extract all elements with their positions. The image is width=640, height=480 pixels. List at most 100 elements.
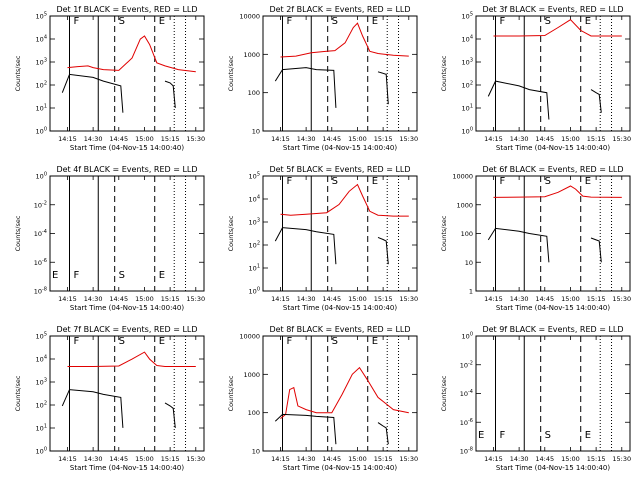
marker-label-f: F [287, 16, 293, 27]
series-events-line [274, 67, 337, 108]
plot-frame [49, 335, 205, 452]
y-tick-label: 100 [461, 230, 473, 238]
x-tick-label: 15:15 [161, 135, 180, 143]
panel-title: Det 8f BLACK = Events, RED = LLD [269, 325, 410, 334]
plot-frame [262, 175, 418, 292]
x-tick-label: 15:30 [612, 295, 631, 303]
x-tick-label: 14:45 [322, 135, 341, 143]
panel-det-7f: Det 7f BLACK = Events, RED = LLD Counts/s… [14, 325, 205, 472]
marker-label-e: E [585, 16, 591, 27]
series-events-line [487, 80, 550, 120]
y-tick-label: 10000 [239, 13, 260, 21]
panel-det-4f: Det 4f BLACK = Events, RED = LLD Counts/s… [14, 165, 205, 312]
panel-title: Det 5f BLACK = Events, RED = LLD [269, 165, 410, 174]
marker-label-s: S [545, 176, 551, 187]
series-events-line [164, 402, 176, 428]
marker-label-s: S [332, 176, 338, 187]
plot-frame [475, 15, 631, 132]
y-axis-label: Counts/sec [227, 375, 235, 411]
x-tick-label: 15:00 [135, 295, 154, 303]
panel-title: Det 9f BLACK = Events, RED = LLD [482, 325, 623, 334]
series-events-line [590, 237, 602, 263]
y-tick-label: 100 [36, 127, 47, 136]
x-tick-label: 14:30 [84, 135, 103, 143]
y-tick-label: 104 [462, 35, 473, 44]
x-tick-label: 15:30 [186, 295, 205, 303]
marker-label-s: S [119, 336, 125, 347]
marker-label-s: S [545, 430, 551, 441]
y-axis-label: Counts/sec [227, 55, 235, 91]
series-events-line [377, 236, 389, 265]
y-tick-label: 100 [462, 127, 473, 136]
panel-title: Det 3f BLACK = Events, RED = LLD [482, 5, 623, 14]
y-tick-label: 102 [249, 241, 260, 250]
marker-label-s: S [332, 336, 338, 347]
panel-title: Det 2f BLACK = Events, RED = LLD [269, 5, 410, 14]
x-axis-label: Start Time (04-Nov-15 14:00:40) [70, 144, 184, 152]
y-tick-label: 10-2 [34, 200, 47, 209]
panel-det-1f: Det 1f BLACK = Events, RED = LLD Counts/s… [14, 5, 205, 152]
y-tick-label: 1000 [243, 51, 260, 59]
x-axis-label: Start Time (04-Nov-15 14:00:40) [496, 144, 610, 152]
panel-det-5f: Det 5f BLACK = Events, RED = LLD Counts/s… [227, 165, 418, 312]
y-tick-label: 10-2 [460, 360, 473, 369]
y-tick-label: 100 [36, 447, 47, 456]
y-tick-label: 10 [252, 448, 260, 456]
panel-det-3f: Det 3f BLACK = Events, RED = LLD Counts/s… [440, 5, 631, 152]
x-tick-label: 14:45 [109, 295, 128, 303]
y-tick-label: 10 [465, 259, 473, 267]
y-tick-label: 10-4 [34, 229, 47, 238]
x-tick-label: 14:30 [84, 295, 103, 303]
x-tick-label: 14:30 [510, 135, 529, 143]
y-tick-label: 100 [249, 287, 260, 296]
y-tick-label: 10000 [452, 173, 473, 181]
series-events-line [377, 422, 389, 445]
x-tick-label: 15:15 [374, 295, 393, 303]
x-tick-label: 15:30 [612, 455, 631, 463]
x-tick-label: 14:45 [535, 455, 554, 463]
x-tick-label: 15:00 [135, 455, 154, 463]
x-tick-label: 15:00 [348, 135, 367, 143]
x-tick-label: 15:00 [561, 295, 580, 303]
y-tick-label: 100 [36, 172, 47, 181]
panel-title: Det 6f BLACK = Events, RED = LLD [482, 165, 623, 174]
y-tick-label: 10-6 [460, 418, 473, 427]
plot-frame [475, 175, 631, 292]
marker-label-f: F [287, 336, 293, 347]
y-axis-label: Counts/sec [440, 215, 448, 251]
series-events-line [164, 80, 176, 108]
panel-det-8f: Det 8f BLACK = Events, RED = LLD Counts/s… [227, 325, 418, 472]
panel-det-9f: Det 9f BLACK = Events, RED = LLD Counts/s… [440, 325, 631, 472]
y-axis-label: Counts/sec [14, 375, 22, 411]
x-tick-label: 14:15 [58, 455, 77, 463]
x-tick-label: 14:30 [297, 295, 316, 303]
y-tick-label: 103 [36, 58, 47, 67]
marker-label-f: F [287, 176, 293, 187]
x-tick-label: 14:15 [271, 455, 290, 463]
y-tick-label: 100 [462, 332, 473, 341]
y-axis-label: Counts/sec [440, 375, 448, 411]
y-tick-label: 105 [36, 12, 47, 21]
plot-frame [262, 335, 418, 452]
x-tick-label: 14:45 [109, 135, 128, 143]
marker-label-e: E [372, 176, 378, 187]
marker-label-f: F [500, 430, 506, 441]
marker-label-e: E [585, 430, 591, 441]
x-tick-label: 14:45 [109, 455, 128, 463]
y-tick-label: 104 [36, 35, 47, 44]
series-lld-line [280, 366, 409, 419]
series-lld-line [493, 185, 622, 198]
x-axis-label: Start Time (04-Nov-15 14:00:40) [496, 464, 610, 472]
x-tick-label: 14:30 [510, 455, 529, 463]
x-tick-label: 15:30 [399, 135, 418, 143]
marker-label-f: F [74, 336, 80, 347]
y-tick-label: 105 [249, 172, 260, 181]
y-axis-label: Counts/sec [14, 55, 22, 91]
series-events-line [61, 73, 124, 113]
series-events-line [274, 413, 337, 445]
x-tick-label: 14:45 [322, 295, 341, 303]
x-tick-label: 15:15 [161, 295, 180, 303]
y-tick-label: 1 [469, 288, 473, 296]
marker-label-e: E [372, 16, 378, 27]
